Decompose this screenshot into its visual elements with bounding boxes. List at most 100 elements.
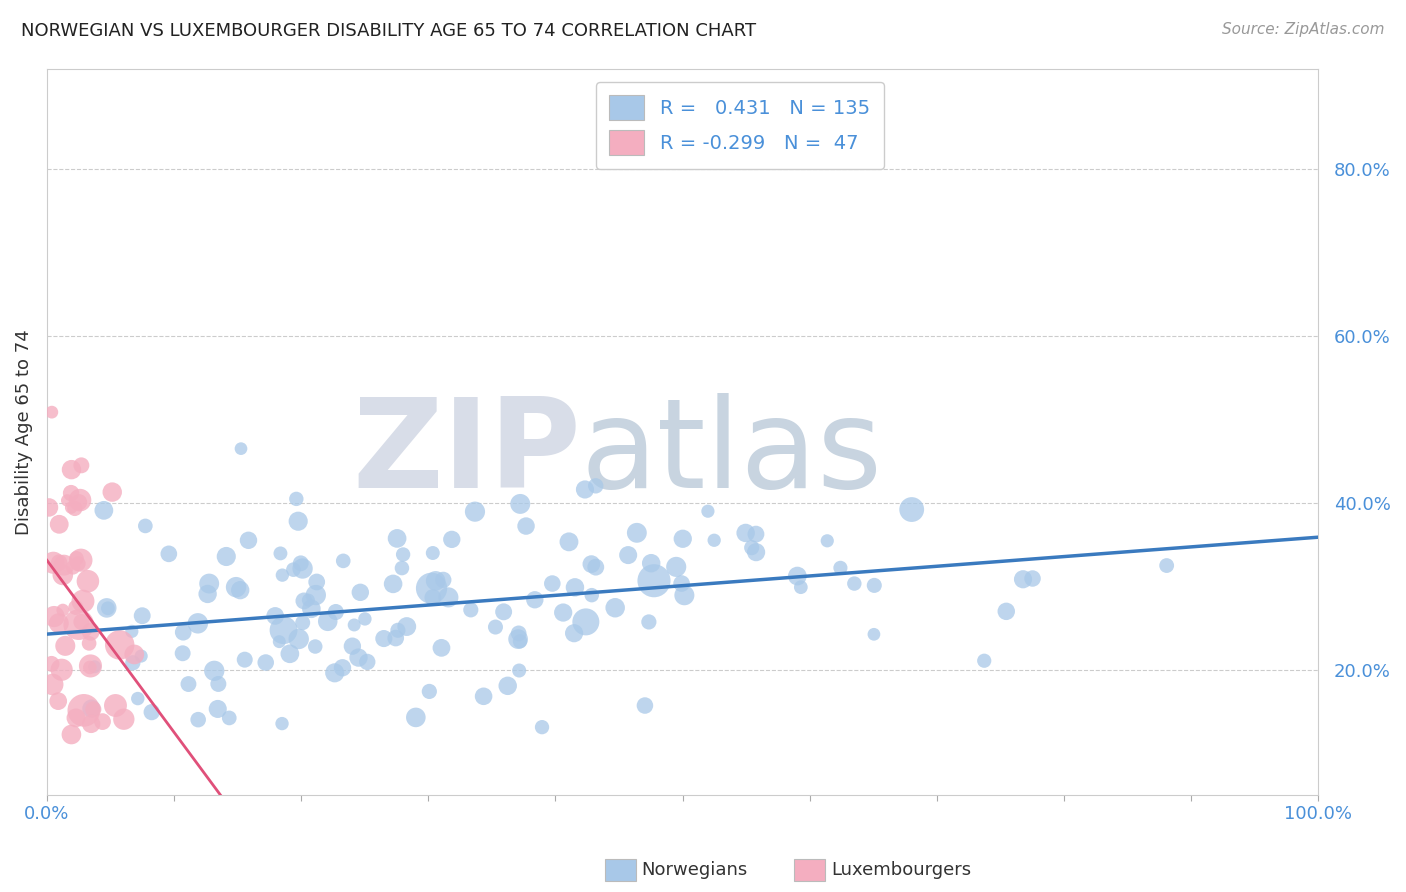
Point — [62, 560, 84, 574]
Point — [373, 632, 395, 646]
Point — [973, 654, 995, 668]
Point — [418, 684, 440, 698]
Point — [432, 573, 454, 587]
Point — [1156, 558, 1178, 573]
Point — [1021, 572, 1043, 586]
Point — [626, 525, 648, 540]
Point — [52, 568, 75, 582]
Point — [207, 702, 229, 716]
Point — [70, 553, 93, 567]
Point — [531, 720, 554, 734]
Point — [305, 574, 328, 589]
Point — [104, 698, 127, 713]
Point — [52, 603, 75, 617]
Point — [422, 591, 444, 605]
Point — [79, 659, 101, 673]
Point — [134, 519, 156, 533]
Text: NORWEGIAN VS LUXEMBOURGER DISABILITY AGE 65 TO 74 CORRELATION CHART: NORWEGIAN VS LUXEMBOURGER DISABILITY AGE… — [21, 22, 756, 40]
Point — [665, 560, 688, 574]
Point — [238, 533, 260, 548]
Point — [425, 574, 447, 588]
Point — [83, 659, 105, 673]
Point — [815, 533, 838, 548]
Point — [67, 617, 90, 632]
Point — [863, 627, 886, 641]
Point — [492, 605, 515, 619]
Point — [198, 576, 221, 591]
Point — [271, 716, 294, 731]
Point — [80, 701, 103, 715]
Point — [269, 634, 291, 648]
Point — [67, 557, 90, 571]
Point — [41, 405, 63, 419]
Point — [741, 541, 763, 555]
Point — [585, 479, 607, 493]
Point — [53, 639, 76, 653]
Point — [671, 576, 693, 591]
Point — [484, 620, 506, 634]
Point — [225, 580, 247, 594]
Point — [385, 532, 408, 546]
Point — [51, 663, 73, 677]
Point — [605, 600, 627, 615]
Point — [127, 691, 149, 706]
Point — [844, 576, 866, 591]
Point — [218, 711, 240, 725]
Text: atlas: atlas — [581, 393, 883, 514]
Point — [464, 505, 486, 519]
Legend: R =   0.431   N = 135, R = -0.299   N =  47: R = 0.431 N = 135, R = -0.299 N = 47 — [596, 82, 884, 169]
Point — [430, 640, 453, 655]
Point — [233, 653, 256, 667]
Point — [830, 561, 852, 575]
Point — [437, 591, 460, 605]
Point — [316, 615, 339, 629]
Point — [575, 615, 598, 629]
Point — [46, 694, 69, 708]
Point — [129, 648, 152, 663]
Point — [617, 548, 640, 562]
Point — [562, 626, 585, 640]
Point — [643, 574, 665, 588]
Point — [574, 483, 596, 497]
Point — [202, 664, 225, 678]
Point — [269, 546, 291, 560]
Point — [48, 556, 70, 570]
Point — [323, 665, 346, 680]
Text: Luxembourgers: Luxembourgers — [831, 861, 972, 879]
Point — [72, 594, 94, 608]
Point — [122, 648, 145, 662]
Point — [82, 702, 104, 716]
Point — [558, 534, 581, 549]
Point — [187, 616, 209, 631]
Point — [131, 608, 153, 623]
Point — [197, 587, 219, 601]
Point — [65, 711, 87, 725]
Point — [384, 631, 406, 645]
Point — [285, 491, 308, 506]
Point — [48, 616, 70, 631]
Point — [347, 650, 370, 665]
Point — [60, 727, 83, 741]
Point — [41, 657, 63, 671]
Point — [157, 547, 180, 561]
Point — [790, 580, 813, 594]
Point — [292, 594, 315, 608]
Point — [392, 548, 415, 562]
Point — [395, 619, 418, 633]
Point — [273, 623, 295, 637]
Point — [460, 603, 482, 617]
Point — [515, 519, 537, 533]
Point — [440, 533, 463, 547]
Point — [271, 568, 294, 582]
Point — [734, 525, 756, 540]
Point — [60, 500, 83, 515]
Point — [70, 458, 93, 473]
Point — [382, 577, 405, 591]
Point — [65, 600, 87, 615]
Point — [264, 608, 287, 623]
Point — [101, 485, 124, 500]
Point — [585, 560, 607, 574]
Point — [65, 551, 87, 566]
Point — [325, 605, 347, 619]
Point — [640, 556, 662, 570]
